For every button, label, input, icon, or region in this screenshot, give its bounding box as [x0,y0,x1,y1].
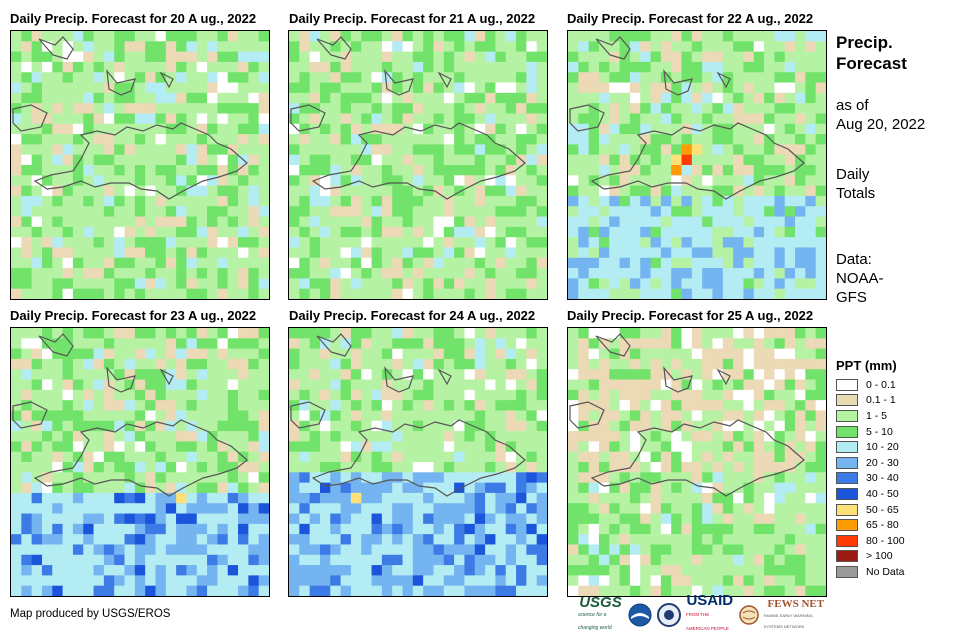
noaa-logo-icon [628,603,652,627]
legend-rows: 0 - 0.1 0.1 - 1 1 - 5 5 - 10 10 - 20 20 - 30 3… [836,377,905,580]
side-title: Precip. Forecast [836,32,907,74]
as-of-label: as of [836,97,869,114]
precip-grid-5 [289,328,547,596]
legend-swatch [836,487,858,500]
legend-item: 80 - 100 [836,533,905,549]
usgs-logo: USGS science for a changing world [578,593,623,635]
data-source: Data: NOAA- GFS [836,250,884,307]
legend-label: No Data [866,565,905,578]
panel-title-6: Daily Precip. Forecast for 25 A ug., 202… [567,308,814,323]
side-title-line1: Precip. [836,33,893,52]
legend-label: 50 - 65 [866,503,899,516]
usaid-tagline: FROM THE AMERICAN PEOPLE [685,612,729,631]
totals-line: Totals [836,185,876,202]
usaid-logo: USAID FROM THE AMERICAN PEOPLE [685,592,734,636]
daily-line: Daily [836,166,870,183]
as-of-date: as of Aug 20, 2022 [836,96,925,134]
legend-swatch [836,519,858,532]
legend-swatch [836,503,858,516]
agency-logos: USGS science for a changing world USAID … [578,593,828,632]
precip-grid-2 [289,31,547,299]
legend-label: 10 - 20 [866,441,899,454]
panel-title-2: Daily Precip. Forecast for 21 A ug., 202… [289,11,536,26]
legend-item: 50 - 65 [836,502,905,518]
legend-label: > 100 [866,550,893,563]
side-title-line2: Forecast [836,54,907,73]
forecast-map-4 [10,327,270,597]
forecast-map-5 [288,327,548,597]
legend-title: PPT (mm) [836,358,897,373]
daily-totals-label: Daily Totals [836,165,875,203]
legend-swatch [836,456,858,469]
map-credit: Map produced by USGS/EROS [10,608,171,620]
legend-item: 65 - 80 [836,517,905,533]
legend-label: 0 - 0.1 [866,378,896,391]
data-source-value-1: NOAA- [836,270,884,287]
legend-item: 10 - 20 [836,439,905,455]
legend-swatch [836,394,858,407]
legend-item: 0 - 0.1 [836,377,905,393]
legend-swatch [836,441,858,454]
precip-legend: PPT (mm) 0 - 0.1 0.1 - 1 1 - 5 5 - 10 10 - 2… [836,358,905,580]
legend-swatch [836,378,858,391]
fews-net-logo-text: FEWS NET [767,597,825,610]
usgs-tagline: science for a changing world [578,611,612,631]
dos-seal-icon [656,603,681,627]
legend-label: 1 - 5 [866,409,888,422]
legend-item: 0.1 - 1 [836,393,905,409]
panel-title-1: Daily Precip. Forecast for 20 A ug., 202… [10,11,257,26]
forecast-map-6 [567,327,827,597]
panel-title-4: Daily Precip. Forecast for 23 A ug., 202… [10,308,257,323]
precip-grid-3 [568,31,826,299]
legend-item: No Data [836,564,905,580]
legend-swatch [836,425,858,438]
legend-item: > 100 [836,549,905,565]
legend-swatch [836,565,858,578]
legend-label: 40 - 50 [866,487,899,500]
as-of-value: Aug 20, 2022 [836,116,926,133]
fews-net-globe-icon [738,605,759,625]
usgs-logo-text: USGS [579,593,622,611]
forecast-map-3 [567,30,827,300]
legend-item: 1 - 5 [836,408,905,424]
legend-swatch [836,534,858,547]
legend-item: 30 - 40 [836,471,905,487]
legend-label: 20 - 30 [866,456,899,469]
panel-title-5: Daily Precip. Forecast for 24 A ug., 202… [289,308,536,323]
fews-net-logo: FEWS NET FAMINE EARLY WARNING SYSTEMS NE… [763,597,828,632]
legend-swatch [836,472,858,485]
panel-title-3: Daily Precip. Forecast for 22 A ug., 202… [567,11,814,26]
usaid-logo-text: USAID [686,592,734,609]
legend-item: 5 - 10 [836,424,905,440]
data-source-value-2: GFS [836,289,867,306]
legend-label: 30 - 40 [866,472,899,485]
forecast-map-2 [288,30,548,300]
legend-label: 65 - 80 [866,519,899,532]
precip-grid-4 [11,328,269,596]
legend-item: 20 - 30 [836,455,905,471]
precip-grid-6 [568,328,826,596]
legend-item: 40 - 50 [836,486,905,502]
forecast-map-1 [10,30,270,300]
data-source-label: Data: [836,251,872,268]
legend-swatch [836,409,858,422]
precip-grid-1 [11,31,269,299]
legend-label: 5 - 10 [866,425,893,438]
legend-label: 80 - 100 [866,534,905,547]
fews-net-tagline: FAMINE EARLY WARNING SYSTEMS NETWORK [763,612,813,629]
legend-swatch [836,550,858,563]
legend-label: 0.1 - 1 [866,394,896,407]
